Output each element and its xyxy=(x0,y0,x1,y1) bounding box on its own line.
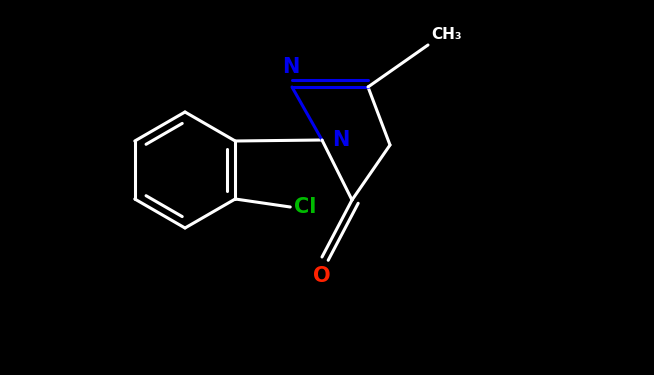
Text: O: O xyxy=(313,266,331,286)
Text: N: N xyxy=(332,130,349,150)
Text: CH₃: CH₃ xyxy=(431,27,462,42)
Text: N: N xyxy=(283,57,300,77)
Text: Cl: Cl xyxy=(294,197,317,217)
